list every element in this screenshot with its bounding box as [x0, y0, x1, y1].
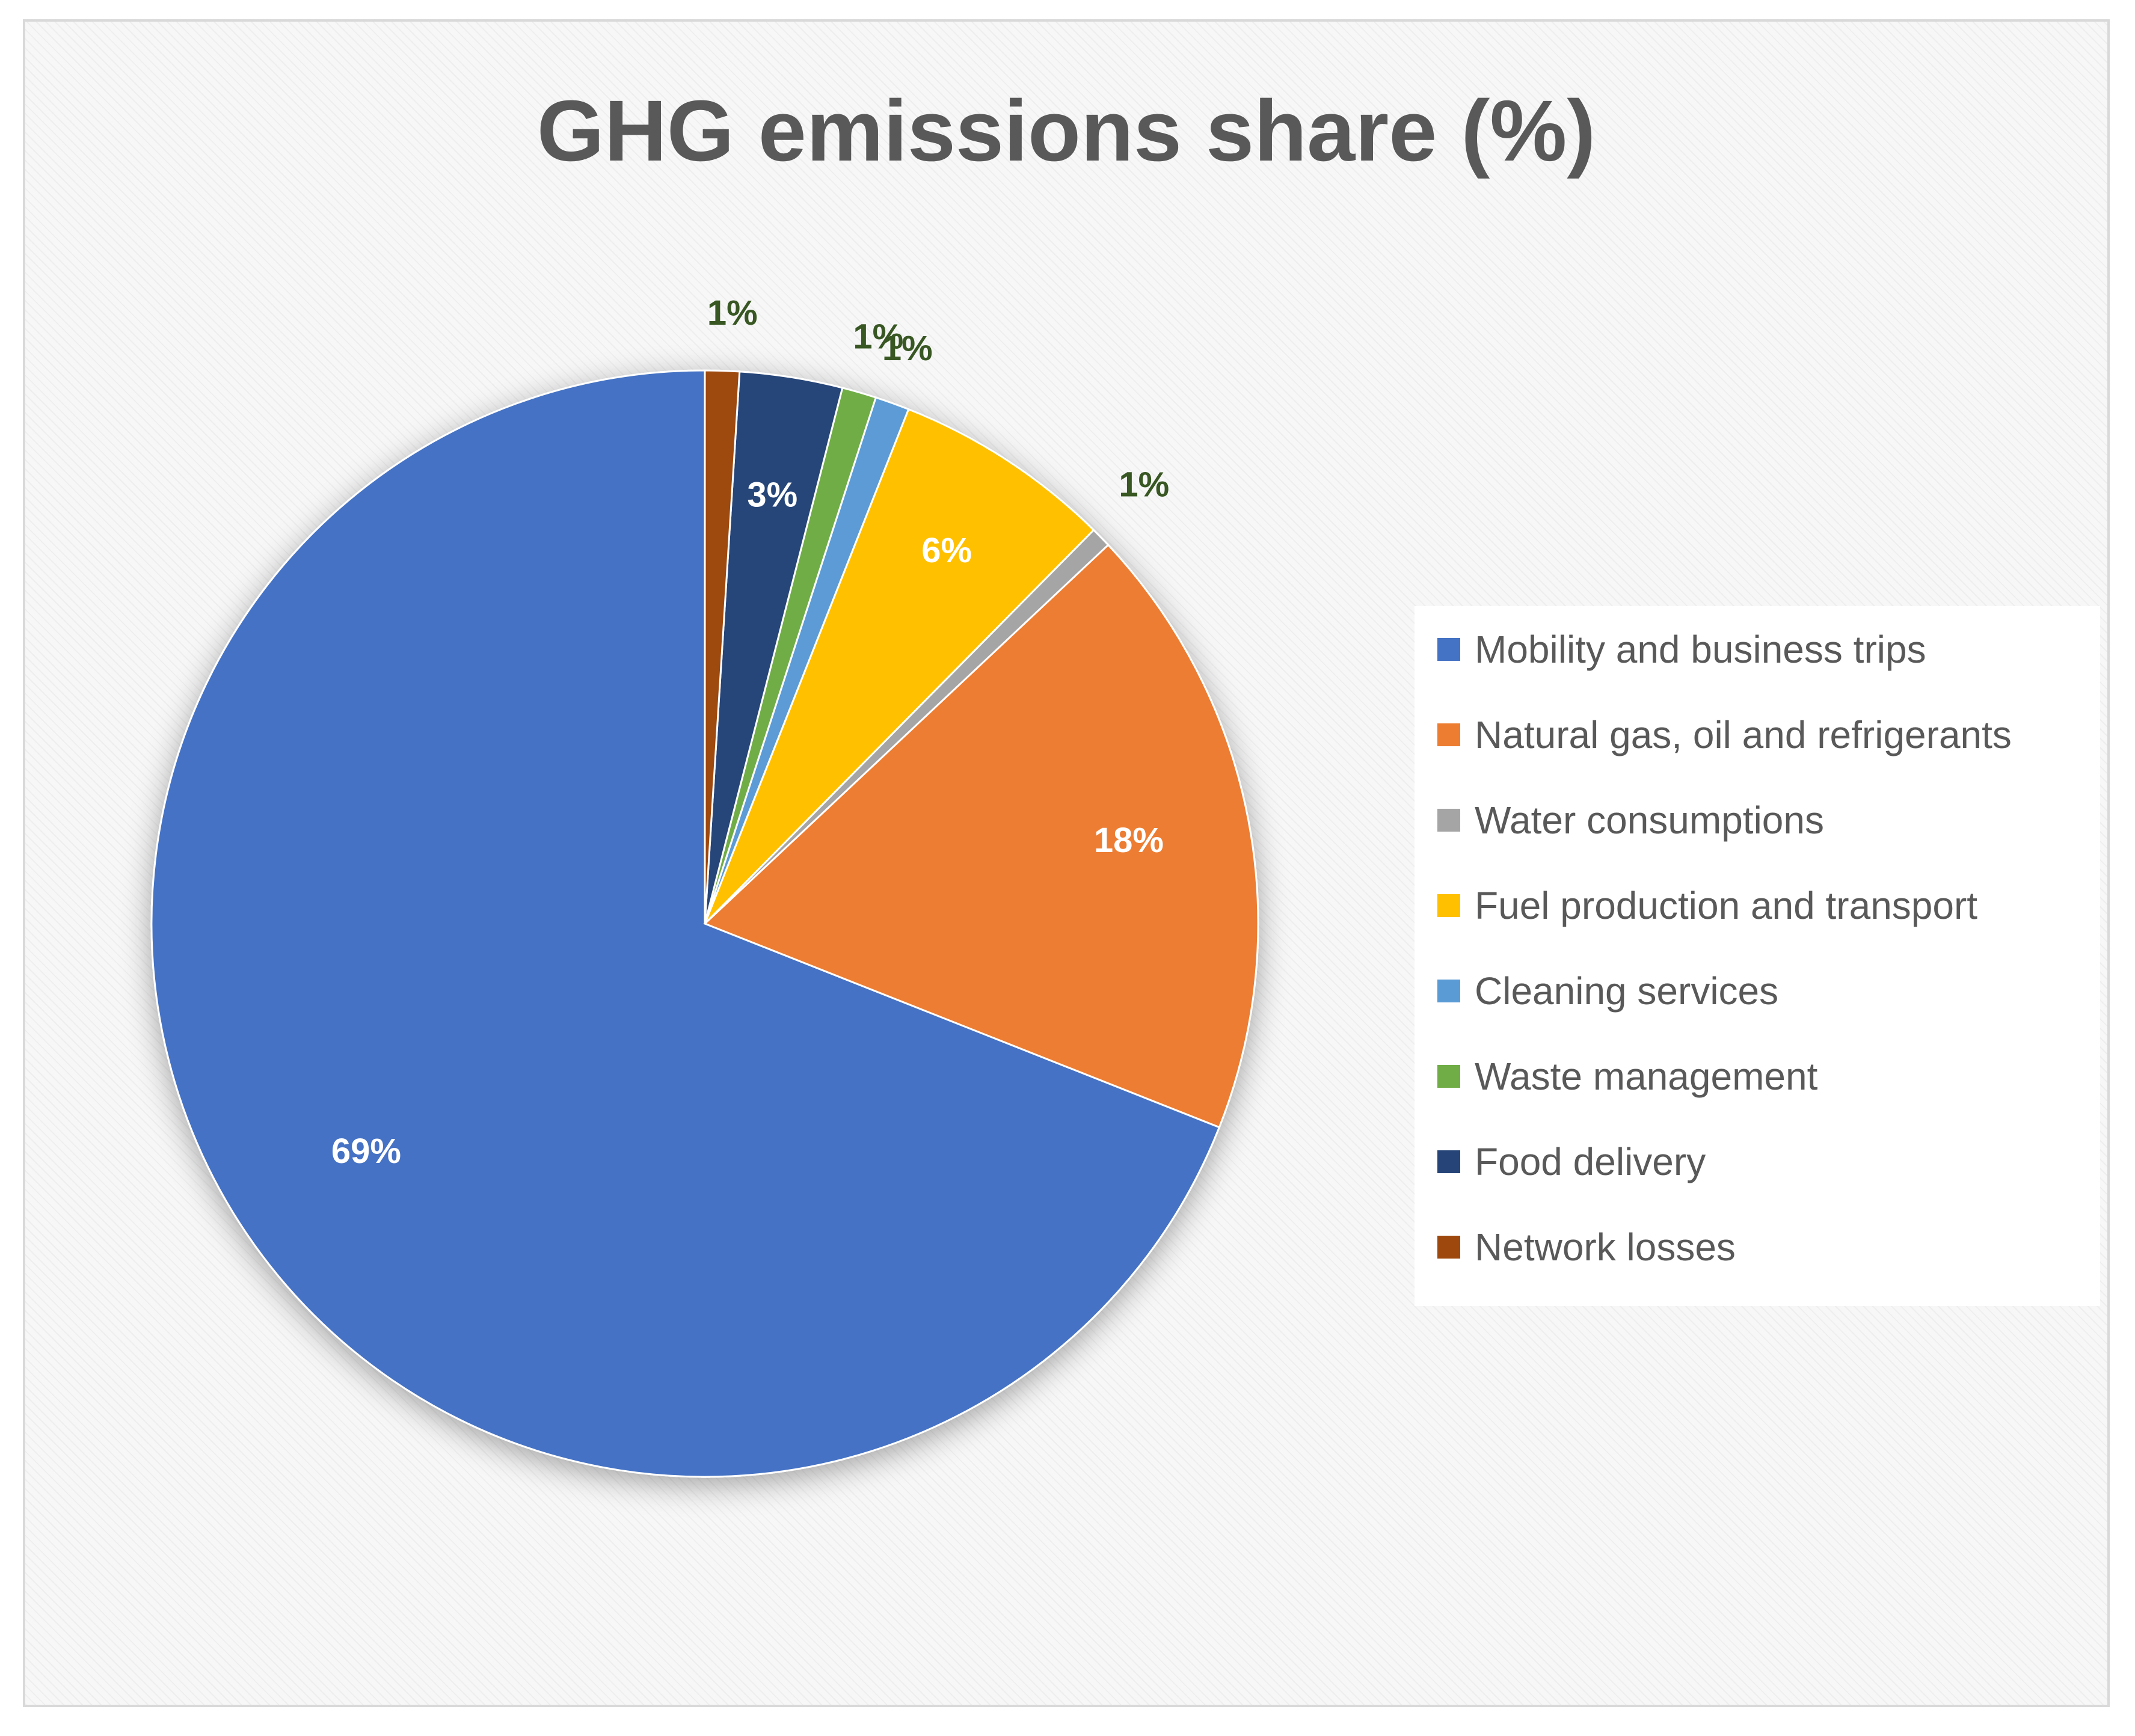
data-label-waste-management: 1% — [853, 317, 903, 357]
legend-label: Mobility and business trips — [1475, 628, 1926, 671]
legend-label: Food delivery — [1475, 1140, 1706, 1183]
chart-title: GHG emissions share (%) — [536, 82, 1596, 179]
legend-item: Food delivery — [1437, 1120, 1706, 1204]
legend-label: Network losses — [1475, 1225, 1736, 1269]
pie-slice-natural-gas-oil-and-refrigerants — [703, 544, 1259, 1129]
data-label-food-delivery: 3% — [747, 476, 797, 515]
pie-slice-fuel-production-and-transport — [704, 408, 1095, 925]
legend-item: Water consumptions — [1437, 778, 1824, 862]
legend-swatch — [1437, 638, 1460, 661]
data-label-natural-gas-oil-and-refrigerants: 18% — [1094, 821, 1164, 860]
data-label-fuel-production-and-transport: 6% — [921, 531, 972, 570]
legend-swatch — [1437, 723, 1460, 746]
data-label-cleaning-services: 1% — [882, 329, 933, 368]
legend-label: Fuel production and transport — [1475, 884, 1978, 927]
legend-label: Natural gas, oil and refrigerants — [1475, 713, 2012, 756]
pie-slice-mobility-and-business-trips — [150, 369, 1221, 1478]
legend-item: Fuel production and transport — [1437, 863, 1977, 948]
legend-item: Network losses — [1437, 1205, 1736, 1289]
legend-item: Waste management — [1437, 1034, 1817, 1118]
legend-item: Cleaning services — [1437, 949, 1778, 1033]
legend-item: Mobility and business trips — [1437, 607, 1926, 692]
chart-area: GHG emissions share (%) 69% 18% 1% 6% 1% 1% 3%… — [23, 19, 2110, 1707]
legend-swatch — [1437, 1236, 1460, 1259]
legend-swatch — [1437, 809, 1460, 832]
legend: Mobility and business trips Natural gas, … — [1415, 606, 2100, 1306]
legend-item: Natural gas, oil and refrigerants — [1437, 693, 2012, 777]
data-label-mobility-and-business-trips: 69% — [331, 1132, 401, 1171]
legend-label: Waste management — [1475, 1055, 1818, 1098]
legend-swatch — [1437, 980, 1460, 1002]
data-label-network-losses: 1% — [707, 293, 758, 333]
data-label-water-consumptions: 1% — [1119, 465, 1169, 505]
legend-label: Cleaning services — [1475, 969, 1779, 1013]
pie-slice-network-losses — [704, 369, 741, 924]
legend-swatch — [1437, 1150, 1460, 1173]
legend-swatch — [1437, 1065, 1460, 1088]
legend-label: Water consumptions — [1475, 799, 1824, 842]
legend-swatch — [1437, 894, 1460, 917]
pie-chart: 69%18%1%6%1%1%3%1% — [150, 293, 1259, 1478]
